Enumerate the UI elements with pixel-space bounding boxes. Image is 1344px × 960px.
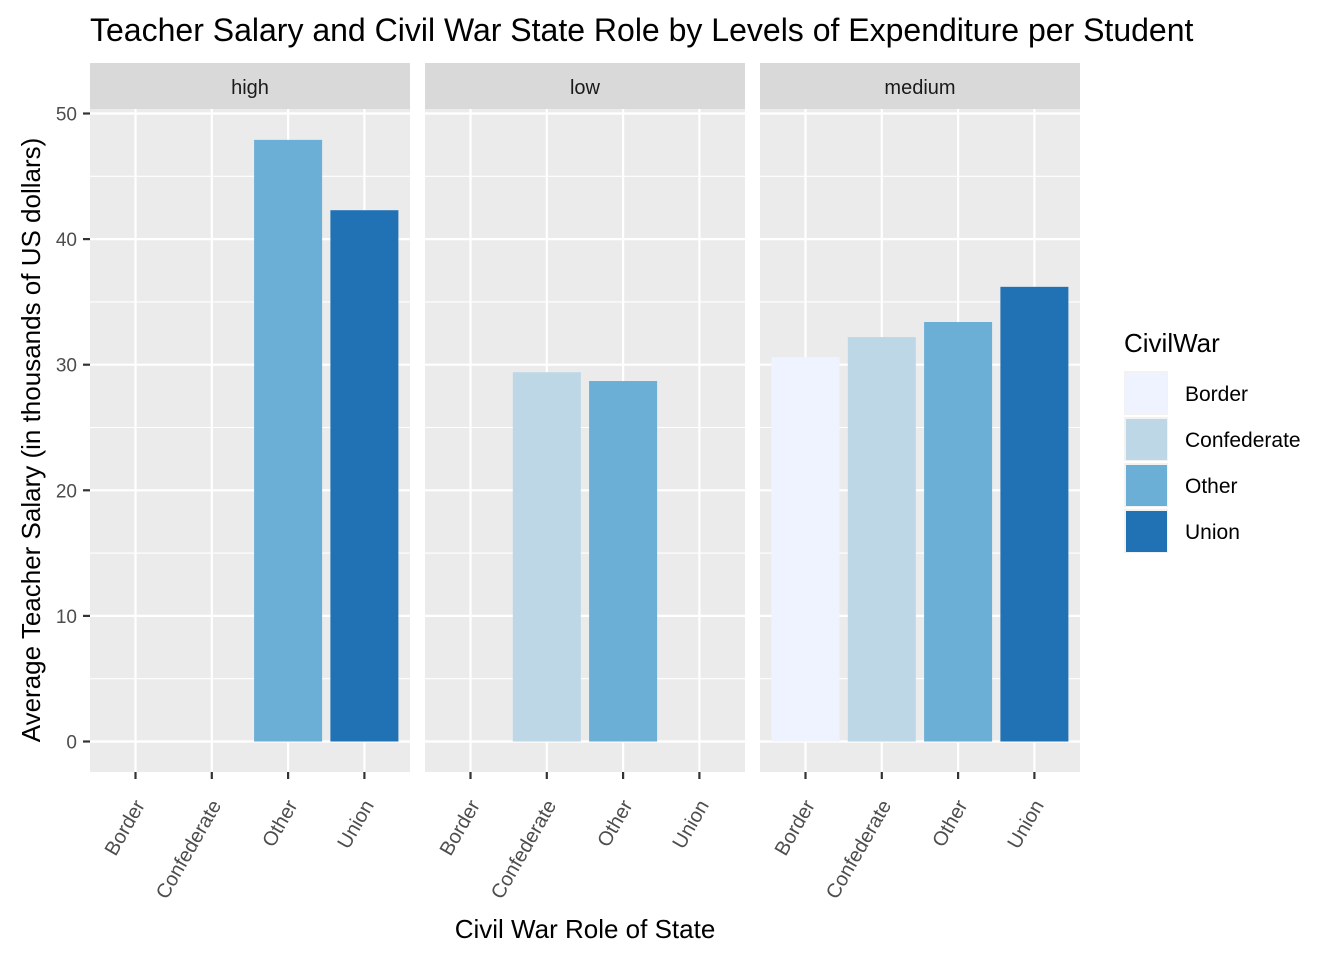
x-tick-label: Union xyxy=(669,797,714,853)
legend-label: Other xyxy=(1185,475,1238,498)
facet-panel-medium: medium Border Confederate Other Union xyxy=(760,63,1080,903)
x-tick-label: Confederate xyxy=(487,797,561,903)
y-tick-label: 10 xyxy=(56,607,77,628)
legend-title: CivilWar xyxy=(1124,328,1220,358)
x-tick-label: Other xyxy=(258,796,302,851)
y-tick-label: 0 xyxy=(66,733,77,754)
bar-low-confederate xyxy=(512,372,581,742)
bar-medium-other xyxy=(924,321,993,742)
x-tick-label: Border xyxy=(436,796,485,859)
legend-label: Confederate xyxy=(1185,429,1301,452)
x-tick-label: Union xyxy=(334,797,379,853)
legend-key-confederate xyxy=(1126,419,1167,460)
facet-strip-label: high xyxy=(231,77,269,99)
facet-panel-low: low Border Confederate Other Union xyxy=(425,63,745,903)
bar-low-other xyxy=(589,381,658,742)
panel-background xyxy=(425,109,745,772)
x-tick-label: Other xyxy=(928,796,972,851)
x-tick-label: Union xyxy=(1004,797,1049,853)
x-tick-label: Confederate xyxy=(152,797,226,903)
legend-entries: Border Confederate Other Union xyxy=(1124,371,1301,553)
bar-high-union xyxy=(330,210,399,742)
x-tick-label: Border xyxy=(771,796,820,859)
x-tick-label: Other xyxy=(593,796,637,851)
facet-strip-label: medium xyxy=(884,77,955,99)
legend-key-border xyxy=(1126,373,1167,414)
x-axis-title: Civil War Role of State xyxy=(455,914,716,944)
y-tick-label: 40 xyxy=(56,230,77,251)
legend-key-other xyxy=(1126,465,1167,506)
facet-panel-high: high Border Confederate Other Union xyxy=(90,63,410,903)
facet-strip-label: low xyxy=(570,77,601,99)
facet-strip xyxy=(760,63,1080,109)
facet-strip xyxy=(425,63,745,109)
x-tick-label: Border xyxy=(101,796,150,859)
bar-medium-union xyxy=(1000,286,1069,742)
y-tick-label: 30 xyxy=(56,356,77,377)
bar-medium-border xyxy=(771,357,840,742)
y-tick-label: 50 xyxy=(56,105,77,126)
legend: CivilWar Border Confederate Other Union xyxy=(1124,328,1301,553)
y-axis-title: Average Teacher Salary (in thousands of … xyxy=(16,138,46,743)
y-tick-label: 20 xyxy=(56,481,77,502)
chart-title: Teacher Salary and Civil War State Role … xyxy=(90,12,1194,48)
facet-strip xyxy=(90,63,410,109)
legend-label: Union xyxy=(1185,521,1240,544)
legend-key-union xyxy=(1126,511,1167,552)
bar-medium-confederate xyxy=(847,337,916,742)
legend-label: Border xyxy=(1185,383,1248,406)
bar-high-other xyxy=(254,139,323,742)
x-tick-label: Confederate xyxy=(822,797,896,903)
y-axis: 0 10 20 30 40 50 xyxy=(56,105,90,754)
